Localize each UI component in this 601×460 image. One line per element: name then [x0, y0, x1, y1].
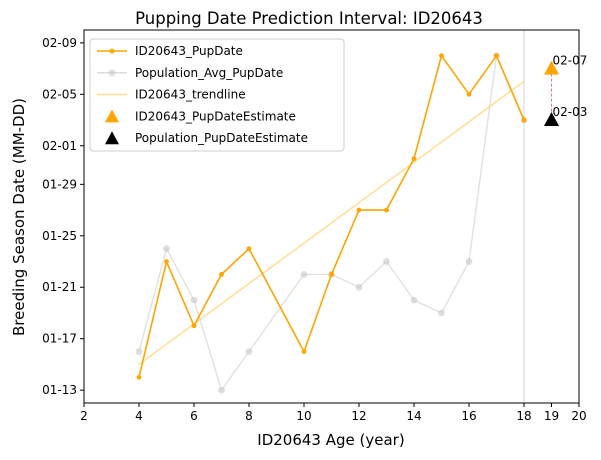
data-point-Population_Avg_PupDate-10 [300, 270, 308, 278]
legend-box [89, 38, 345, 152]
estimate-label-ID20643_PupDateEstimate: 02-07 [553, 54, 588, 68]
data-point-Population_Avg_PupDate-8 [245, 348, 253, 355]
data-point-ID20643_PupDate-18 [521, 117, 527, 123]
x-tick-label-14: 14 [406, 409, 421, 423]
legend-label-Population_Avg_PupDate: Population_Avg_PupDate [135, 66, 283, 80]
data-point-Population_Avg_PupDate-5 [163, 245, 170, 253]
data-point-Population_Avg_PupDate-12 [355, 283, 363, 291]
data-point-Population_Avg_PupDate-16 [465, 258, 473, 265]
y-tick-label-01-29: 01-29 [42, 177, 77, 191]
x-axis-title: ID20643 Age (year) [257, 431, 404, 449]
data-point-ID20643_PupDate-14 [411, 156, 417, 162]
y-tick-label-02-09: 02-09 [42, 36, 77, 50]
data-point-ID20643_PupDate-11 [329, 271, 334, 277]
x-tick-label-6: 6 [190, 409, 198, 423]
x-tick-label-2: 2 [80, 409, 88, 423]
data-point-ID20643_PupDate-5 [164, 259, 169, 264]
x-tick-label-18: 18 [516, 409, 531, 423]
legend-swatch-dot-ID20643_PupDate [109, 48, 115, 54]
y-axis: 01-13 01-17 01-21 01-25 01-29 02-01 02-05 02-09 [42, 36, 84, 397]
data-point-ID20643_PupDate-12 [356, 207, 362, 213]
y-tick-label-01-13: 01-13 [42, 383, 77, 397]
legend-label-Population_PupDateEstimate: Population_PupDateEstimate [135, 131, 308, 145]
data-point-ID20643_PupDate-6 [191, 323, 197, 329]
estimate-label-Population_PupDateEstimate: 02-03 [553, 105, 588, 119]
data-point-Population_Avg_PupDate-6 [190, 296, 198, 304]
x-tick-label-19: 19 [544, 409, 559, 423]
data-point-Population_Avg_PupDate-14 [410, 296, 418, 304]
y-tick-label-01-17: 01-17 [42, 332, 77, 346]
data-point-Population_Avg_PupDate-4 [135, 348, 143, 355]
legend-label-ID20643_PupDate: ID20643_PupDate [135, 44, 243, 58]
series-line-Population_Avg_PupDate [138, 53, 525, 392]
data-point-ID20643_PupDate-10 [301, 349, 307, 354]
data-point-Population_Avg_PupDate-13 [383, 258, 390, 265]
x-axis: 2 4 6 8 10 12 14 16 18 19 20 [80, 403, 587, 423]
series-line-ID20643_PupDate [138, 53, 525, 378]
y-tick-label-01-25: 01-25 [42, 229, 77, 243]
plot-frame [83, 29, 580, 404]
y-tick-label-02-01: 02-01 [42, 139, 77, 153]
x-tick-label-16: 16 [461, 409, 476, 423]
data-point-ID20643_PupDate-17 [494, 53, 499, 59]
x-tick-label-8: 8 [245, 409, 253, 423]
estimate-marker-ID20643_PupDateEstimate [544, 60, 559, 75]
x-tick-label-4: 4 [135, 409, 143, 423]
chart-title: Pupping Date Prediction Interval: ID2064… [135, 9, 483, 28]
estimate-marker-Population_PupDateEstimate [544, 112, 559, 127]
legend-swatch-triangle-ID20643_PupDateEstimate [105, 109, 119, 123]
y-tick-label-02-05: 02-05 [42, 87, 77, 101]
data-point-ID20643_PupDate-7 [219, 271, 224, 277]
data-point-ID20643_PupDate-13 [384, 207, 389, 213]
y-tick-label-01-21: 01-21 [42, 280, 77, 294]
legend-swatch-dot-Population_Avg_PupDate [108, 69, 116, 77]
data-point-ID20643_PupDate-16 [466, 91, 472, 97]
data-point-ID20643_PupDate-15 [439, 53, 444, 59]
data-point-Population_Avg_PupDate-15 [438, 309, 445, 317]
legend-swatch-triangle-Population_PupDateEstimate [105, 131, 119, 145]
x-tick-label-12: 12 [351, 409, 366, 423]
y-axis-title: Breeding Season Date (MM-DD) [10, 98, 28, 336]
legend: ID20643_PupDate Population_Avg_PupDate ID2… [89, 38, 345, 152]
data-point-ID20643_PupDate-8 [246, 246, 252, 252]
x-tick-label-20: 20 [571, 409, 586, 423]
x-tick-label-10: 10 [296, 409, 311, 423]
legend-label-ID20643_PupDateEstimate: ID20643_PupDateEstimate [135, 109, 296, 123]
legend-label-ID20643_trendline: ID20643_trendline [135, 88, 246, 102]
data-point-ID20643_PupDate-4 [136, 374, 142, 380]
data-point-Population_Avg_PupDate-7 [218, 386, 225, 394]
series-line-ID20643_trendline [138, 80, 525, 366]
plot-area: 02-07 02-03 [135, 30, 588, 403]
